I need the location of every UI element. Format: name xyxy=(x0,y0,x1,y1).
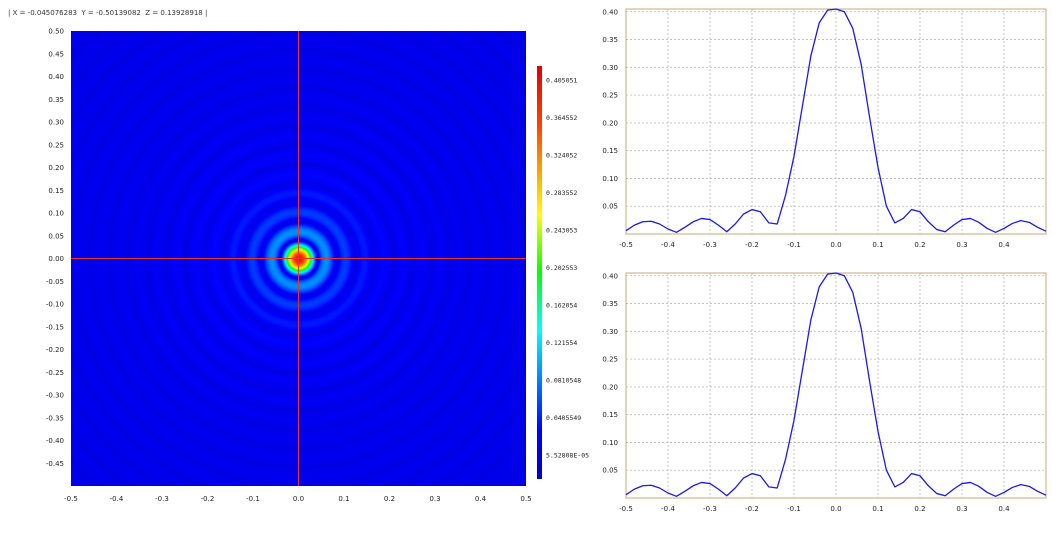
colorbar-tick-label: 0.405051 xyxy=(546,77,577,85)
x-tick-label: 0.3 xyxy=(956,241,967,249)
heatmap-y-tick-label: -0.45 xyxy=(46,460,64,468)
heatmap-y-tick-label: 0.20 xyxy=(48,164,64,172)
colorbar-tick-label: 5.52808E-05 xyxy=(546,452,589,460)
heatmap-y-tick-label: -0.30 xyxy=(46,392,64,400)
y-tick-label: 0.30 xyxy=(602,64,618,72)
y-tick-label: 0.35 xyxy=(602,300,618,308)
heatmap-y-tick-label: 0.15 xyxy=(48,187,64,195)
x-tick-label: 0.3 xyxy=(956,505,967,513)
heatmap-y-tick-label: 0.35 xyxy=(48,96,64,104)
heatmap-y-tick-label: -0.20 xyxy=(46,346,64,354)
y-tick-label: 0.40 xyxy=(602,272,618,280)
series-line[interactable] xyxy=(625,8,1047,233)
colorbar-tick-label: 0.364552 xyxy=(546,114,577,122)
colorbar-tick-label: 0.243053 xyxy=(546,227,577,235)
x-tick-label: 0.0 xyxy=(830,505,841,513)
heatmap-x-tick-label: 0.3 xyxy=(429,495,440,503)
colorbar-tick-label: 0.324052 xyxy=(546,152,577,160)
y-tick-label: 0.15 xyxy=(602,411,618,419)
y-tick-label: 0.10 xyxy=(602,439,618,447)
y-tick-label: 0.05 xyxy=(602,203,618,211)
heatmap-x-tick-label: -0.1 xyxy=(246,495,260,503)
y-tick-label: 0.05 xyxy=(602,467,618,475)
heatmap-x-tick-label: 0.0 xyxy=(293,495,304,503)
heatmap-y-tick-label: 0.30 xyxy=(48,119,64,127)
heatmap-y-tick-label: 0.05 xyxy=(48,232,64,240)
colorbar: 0.405051 0.364552 0.324052 0.283552 0.243053… xyxy=(537,66,589,479)
colorbar-tick-label: 0.0405549 xyxy=(546,414,581,422)
heatmap-x-axis: -0.5 -0.4 -0.3 -0.2 -0.1 0.0 0.1 0.2 0.3 0.4 0.5 xyxy=(64,495,531,503)
x-tick-label: -0.2 xyxy=(745,241,759,249)
x-tick-label: 0.4 xyxy=(998,241,1010,249)
x-tick-label: 0.4 xyxy=(998,505,1010,513)
heatmap-x-tick-label: -0.3 xyxy=(155,495,169,503)
series-line[interactable] xyxy=(625,272,1047,497)
x-tick-label: -0.1 xyxy=(787,505,801,513)
x-tick-label: 0.1 xyxy=(872,505,883,513)
y-tick-label: 0.10 xyxy=(602,175,618,183)
x-tick-label: 0.2 xyxy=(914,241,925,249)
heatmap-x-tick-label: 0.1 xyxy=(338,495,349,503)
y-tick-label: 0.15 xyxy=(602,147,618,155)
heatmap-y-tick-label: -0.25 xyxy=(46,369,64,377)
heatmap-y-tick-label: 0.10 xyxy=(48,210,64,218)
heatmap-x-tick-label: -0.4 xyxy=(110,495,124,503)
colorbar-gradient xyxy=(537,66,542,479)
heatmap-y-tick-label: 0.45 xyxy=(48,50,64,58)
colorbar-tick-label: 0.162054 xyxy=(546,302,577,310)
heatmap-x-tick-label: -0.2 xyxy=(201,495,215,503)
heatmap-y-tick-label: 0.50 xyxy=(48,28,64,36)
x-tick-label: 0.0 xyxy=(830,241,841,249)
heatmap-x-tick-label: -0.5 xyxy=(64,495,78,503)
colorbar-tick-label: 0.202553 xyxy=(546,264,577,272)
heatmap-y-tick-label: -0.10 xyxy=(46,301,64,309)
colorbar-tick-label: 0.0810548 xyxy=(546,377,581,385)
heatmap-y-tick-label: 0.40 xyxy=(48,73,64,81)
y-tick-label: 0.25 xyxy=(602,92,618,100)
x-tick-label: -0.3 xyxy=(703,505,717,513)
heatmap-x-tick-label: 0.5 xyxy=(520,495,531,503)
heatmap-y-tick-label: -0.40 xyxy=(46,437,64,445)
heatmap-x-tick-label: 0.4 xyxy=(475,495,487,503)
heatmap-y-tick-label: -0.35 xyxy=(46,414,64,422)
profile-plot-top[interactable]: -0.5 -0.4 -0.3 -0.2 -0.1 0.0 0.1 0.2 0.3 0.4 0.40 0… xyxy=(602,8,1047,249)
y-tick-label: 0.30 xyxy=(602,328,618,336)
crosshair xyxy=(71,31,526,486)
x-tick-label: 0.2 xyxy=(914,505,925,513)
x-tick-label: -0.4 xyxy=(661,241,675,249)
x-tick-label: -0.2 xyxy=(745,505,759,513)
x-tick-label: -0.4 xyxy=(661,505,675,513)
colorbar-labels: 0.405051 0.364552 0.324052 0.283552 0.243053… xyxy=(546,77,589,460)
y-tick-label: 0.20 xyxy=(602,119,618,127)
y-tick-label: 0.25 xyxy=(602,356,618,364)
y-tick-label: 0.35 xyxy=(602,36,618,44)
heatmap-y-tick-label: 0.00 xyxy=(48,255,64,263)
y-tick-label: 0.40 xyxy=(602,8,618,16)
heatmap-y-tick-label: -0.05 xyxy=(46,278,64,286)
colorbar-tick-label: 0.121554 xyxy=(546,339,577,347)
y-tick-label: 0.20 xyxy=(602,383,618,391)
heatmap-x-tick-label: 0.2 xyxy=(384,495,395,503)
profile-plot-bottom[interactable]: -0.5 -0.4 -0.3 -0.2 -0.1 0.0 0.1 0.2 0.3 0.4 0.40 0… xyxy=(602,272,1047,513)
x-tick-label: -0.5 xyxy=(619,505,633,513)
x-tick-label: -0.3 xyxy=(703,241,717,249)
coordinate-readout: | X = -0.045076283 Y = -0.50139082 Z = 0… xyxy=(8,9,208,17)
x-tick-label: -0.1 xyxy=(787,241,801,249)
x-tick-label: -0.5 xyxy=(619,241,633,249)
heatmap-chart[interactable]: -0.5 -0.4 -0.3 -0.2 -0.1 0.0 0.1 0.2 0.3 0.4 0.5 0… xyxy=(46,28,532,504)
heatmap-y-tick-label: -0.15 xyxy=(46,323,64,331)
heatmap-y-axis: 0.50 0.45 0.40 0.35 0.30 0.25 0.20 0.15 0.10 0.05… xyxy=(46,28,64,468)
colorbar-tick-label: 0.283552 xyxy=(546,189,577,197)
heatmap-y-tick-label: 0.25 xyxy=(48,141,64,149)
x-tick-label: 0.1 xyxy=(872,241,883,249)
